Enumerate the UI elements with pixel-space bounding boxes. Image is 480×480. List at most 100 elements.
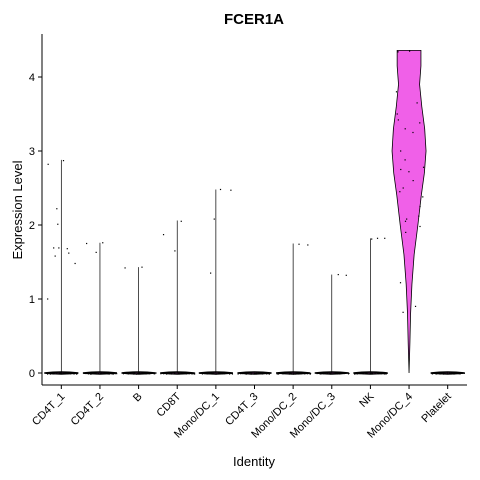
data-point (223, 372, 225, 374)
data-point (309, 373, 311, 375)
data-point (89, 372, 91, 374)
data-point (443, 373, 445, 375)
data-point (298, 243, 300, 245)
data-point (174, 372, 176, 374)
data-point (320, 373, 322, 375)
data-point (50, 372, 52, 374)
data-point (250, 373, 252, 375)
data-point (111, 373, 113, 375)
data-point (437, 372, 439, 375)
data-point (461, 372, 464, 374)
data-point (134, 373, 136, 375)
data-point (343, 372, 345, 375)
x-tick-label: CD4T_1 (30, 391, 67, 428)
data-point (341, 373, 343, 375)
data-point (130, 372, 132, 374)
data-point (402, 311, 404, 313)
data-point (127, 373, 129, 375)
data-point (250, 372, 252, 374)
data-point (132, 373, 134, 375)
data-point (190, 373, 192, 375)
data-point (50, 373, 52, 375)
data-point (378, 373, 380, 375)
data-point (47, 163, 49, 165)
data-point (283, 372, 286, 374)
data-point (218, 373, 220, 375)
data-point (380, 373, 382, 375)
data-point (61, 372, 63, 374)
data-point (144, 372, 146, 374)
data-point (431, 373, 433, 375)
data-point (365, 373, 367, 375)
data-point (53, 373, 55, 375)
data-point (248, 373, 250, 375)
data-point (443, 372, 445, 375)
data-point (148, 373, 150, 375)
data-point (221, 372, 223, 374)
data-point (300, 373, 302, 375)
data-point (309, 372, 311, 374)
data-point (453, 372, 455, 374)
data-point (268, 373, 270, 375)
violin-group (82, 242, 118, 375)
data-point (116, 373, 118, 375)
data-point (166, 373, 168, 375)
data-point (101, 372, 103, 374)
data-point (326, 373, 328, 375)
data-point (94, 372, 96, 374)
data-point (206, 373, 208, 375)
data-point (230, 372, 232, 375)
data-point (178, 372, 180, 374)
data-point (414, 305, 417, 307)
data-point (395, 91, 398, 93)
violin-group (198, 188, 234, 375)
data-point (137, 372, 139, 375)
data-point (171, 372, 173, 374)
data-point (295, 373, 297, 375)
data-point (457, 372, 459, 374)
data-point (264, 372, 266, 374)
data-point (276, 373, 278, 375)
x-tick-label: CD8T (155, 390, 184, 419)
data-point (75, 373, 77, 375)
data-point (114, 373, 116, 375)
data-point (335, 372, 337, 374)
violin-group (276, 243, 312, 375)
data-point (258, 373, 260, 375)
data-point (215, 373, 217, 375)
data-point (242, 372, 244, 374)
data-point (356, 373, 358, 375)
data-point (459, 373, 461, 375)
data-point (122, 373, 125, 375)
data-point (69, 373, 71, 375)
y-tick-label: 2 (29, 220, 35, 232)
data-point (321, 372, 323, 374)
data-point (165, 372, 167, 374)
data-point (319, 372, 321, 374)
data-point (155, 372, 157, 374)
data-point (406, 218, 408, 220)
data-point (408, 50, 411, 52)
data-point (183, 372, 185, 375)
data-point (145, 373, 147, 375)
data-point (416, 102, 418, 104)
data-point (160, 373, 162, 375)
data-point (223, 373, 225, 375)
data-point (383, 373, 385, 375)
data-point (347, 373, 350, 375)
data-point (266, 373, 268, 375)
data-point (348, 372, 350, 374)
chart-title: FCER1A (224, 11, 284, 28)
data-point (111, 373, 113, 375)
data-point (457, 373, 459, 375)
data-point (194, 372, 196, 374)
data-point (257, 373, 259, 375)
data-point (180, 220, 182, 222)
data-point (74, 262, 76, 265)
violin-group (314, 273, 350, 375)
data-point (306, 373, 308, 375)
violin-group (430, 371, 465, 375)
data-point (192, 373, 194, 375)
data-point (329, 372, 331, 374)
data-point (278, 373, 280, 375)
